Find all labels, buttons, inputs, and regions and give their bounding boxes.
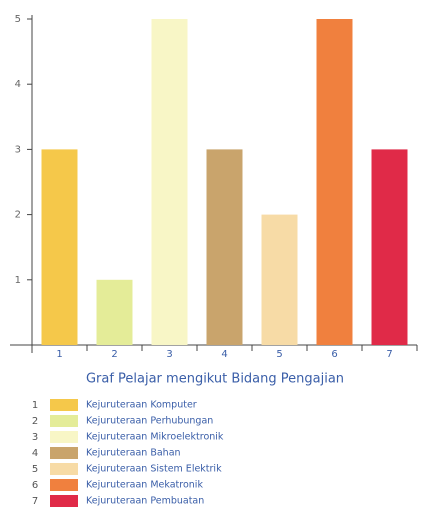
legend-swatch xyxy=(50,463,78,475)
bar xyxy=(206,149,243,345)
x-tick-label: 2 xyxy=(111,349,117,360)
y-tick-label: 1 xyxy=(15,275,21,286)
x-tick-label: 3 xyxy=(166,349,172,360)
legend-number: 6 xyxy=(32,480,38,491)
x-tick-label: 6 xyxy=(331,349,337,360)
x-tick-label: 5 xyxy=(276,349,282,360)
legend-label: Kejuruteraan Sistem Elektrik xyxy=(86,464,222,475)
x-tick-label: 4 xyxy=(221,349,227,360)
bar xyxy=(41,149,78,345)
bar xyxy=(151,19,188,345)
legend-swatch xyxy=(50,431,78,443)
legend-swatch xyxy=(50,415,78,427)
bar xyxy=(96,279,133,345)
legend-swatch xyxy=(50,447,78,459)
y-tick-label: 3 xyxy=(15,144,21,155)
y-tick-label: 5 xyxy=(15,14,21,25)
legend-label: Kejuruteraan Perhubungan xyxy=(86,416,213,427)
legend-label: Kejuruteraan Mikroelektronik xyxy=(86,432,224,443)
legend-label: Kejuruteraan Pembuatan xyxy=(86,496,204,507)
y-tick-label: 4 xyxy=(15,79,21,90)
bar xyxy=(316,19,353,345)
legend-swatch xyxy=(50,495,78,507)
x-tick-label: 7 xyxy=(386,349,392,360)
legend-number: 4 xyxy=(32,448,38,459)
y-tick-label: 2 xyxy=(15,210,21,221)
bar xyxy=(371,149,408,345)
legend-label: Kejuruteraan Komputer xyxy=(86,400,197,411)
chart-title: Graf Pelajar mengikut Bidang Pengajian xyxy=(86,372,344,387)
legend-number: 3 xyxy=(32,432,38,443)
x-tick-label: 1 xyxy=(56,349,62,360)
legend-number: 7 xyxy=(32,496,38,507)
legend-number: 1 xyxy=(32,400,38,411)
legend-number: 5 xyxy=(32,464,38,475)
bar xyxy=(261,214,298,345)
legend-label: Kejuruteraan Mekatronik xyxy=(86,480,203,491)
legend-swatch xyxy=(50,479,78,491)
legend-label: Kejuruteraan Bahan xyxy=(86,448,181,459)
legend-swatch xyxy=(50,399,78,411)
legend-number: 2 xyxy=(32,416,38,427)
